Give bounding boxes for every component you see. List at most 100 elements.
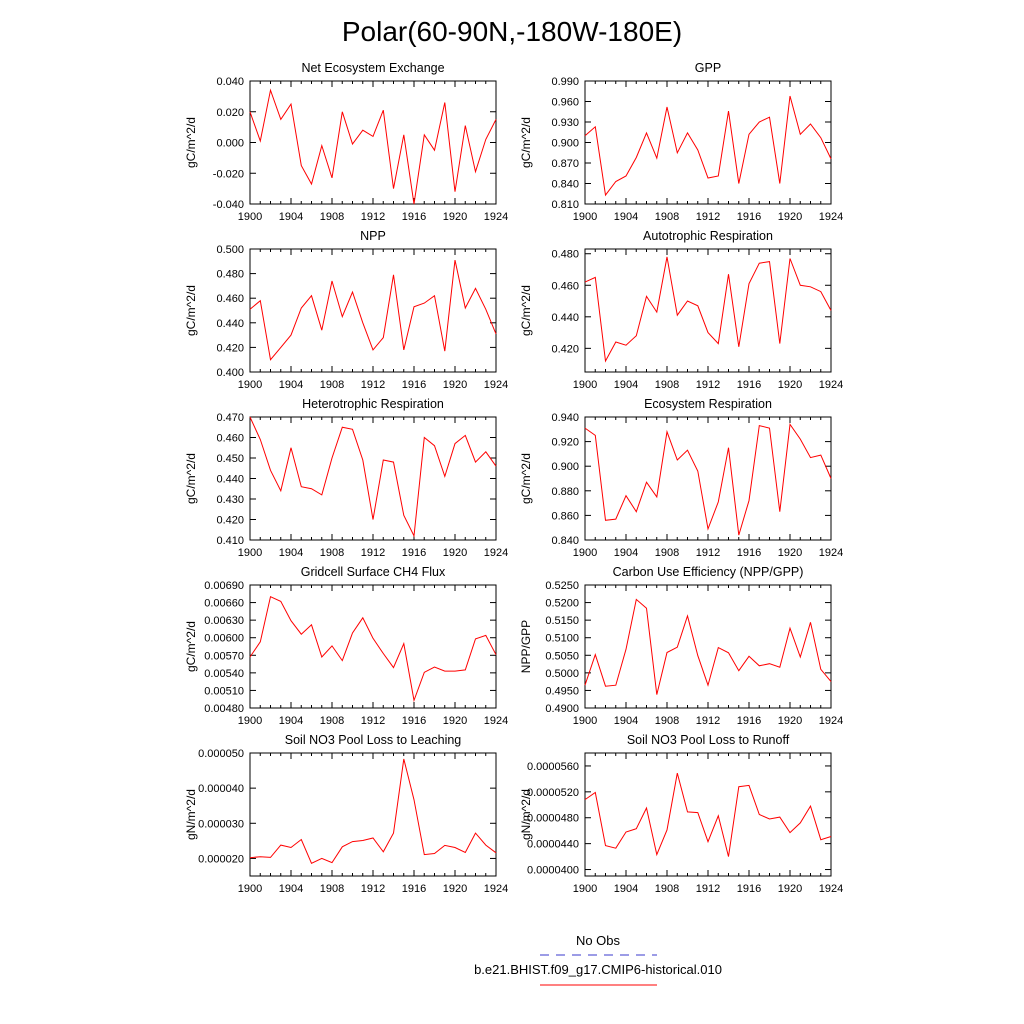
x-tick-label: 1916 bbox=[402, 883, 426, 895]
y-tick-label: 0.450 bbox=[216, 453, 244, 465]
y-tick-label: 0.460 bbox=[216, 293, 244, 305]
figure-title: Polar(60-90N,-180W-180E) bbox=[342, 16, 682, 47]
x-tick-label: 1924 bbox=[819, 883, 843, 895]
panel-6: Ecosystem Respiration gC/m^2/d 1900 1904 190… bbox=[519, 397, 843, 559]
x-tick-label: 1920 bbox=[778, 547, 802, 559]
x-tick-label: 1900 bbox=[573, 211, 597, 223]
y-tick-label: 0.500 bbox=[216, 244, 244, 256]
x-tick-label: 1900 bbox=[238, 715, 262, 727]
y-tick-label: 0.0000560 bbox=[527, 761, 579, 773]
y-tick-label: 0.00570 bbox=[204, 650, 244, 662]
legend-obs-label: No Obs bbox=[576, 933, 621, 948]
x-tick-label: 1908 bbox=[320, 883, 344, 895]
x-tick-label: 1912 bbox=[696, 211, 720, 223]
y-axis-label: NPP/GPP bbox=[519, 620, 533, 673]
y-tick-label: 0.020 bbox=[216, 107, 244, 119]
y-tick-label: -0.040 bbox=[213, 199, 244, 211]
y-axis-label: gC/m^2/d bbox=[519, 453, 533, 504]
y-axis-label: gC/m^2/d bbox=[519, 117, 533, 168]
legend-model-label: b.e21.BHIST.f09_g17.CMIP6-historical.010 bbox=[474, 962, 722, 977]
y-tick-label: 0.000050 bbox=[198, 748, 244, 760]
x-tick-label: 1916 bbox=[737, 883, 761, 895]
x-tick-label: 1904 bbox=[614, 883, 638, 895]
x-tick-label: 1908 bbox=[655, 211, 679, 223]
y-tick-label: 0.900 bbox=[551, 138, 579, 150]
y-tick-label: 0.460 bbox=[551, 280, 579, 292]
plot-frame bbox=[249, 752, 497, 877]
y-axis-label: gC/m^2/d bbox=[184, 117, 198, 168]
y-axis-label: gC/m^2/d bbox=[184, 285, 198, 336]
y-tick-label: 0.860 bbox=[551, 510, 579, 522]
x-tick-label: 1912 bbox=[361, 715, 385, 727]
series-line bbox=[249, 595, 497, 703]
y-tick-label: 0.5250 bbox=[545, 580, 579, 592]
y-axis-label: gC/m^2/d bbox=[184, 621, 198, 672]
series-line bbox=[249, 758, 497, 864]
panel-5: Heterotrophic Respiration gC/m^2/d 1900 190… bbox=[184, 397, 508, 559]
y-tick-label: 0.000020 bbox=[198, 853, 244, 865]
y-tick-label: 0.400 bbox=[216, 367, 244, 379]
series-line bbox=[584, 598, 832, 695]
y-tick-label: 0.920 bbox=[551, 437, 579, 449]
x-tick-label: 1912 bbox=[696, 883, 720, 895]
plot-frame bbox=[584, 752, 832, 877]
y-tick-label: 0.5100 bbox=[545, 633, 579, 645]
panel-1: Net Ecosystem Exchange gC/m^2/d 1900 1904 19… bbox=[184, 61, 508, 223]
y-tick-label: 0.990 bbox=[551, 76, 579, 88]
panel-7: Gridcell Surface CH4 Flux gC/m^2/d 1900 190… bbox=[184, 565, 508, 727]
y-tick-label: 0.960 bbox=[551, 97, 579, 109]
x-tick-label: 1908 bbox=[655, 883, 679, 895]
y-axis-label: gN/m^2/d bbox=[184, 789, 198, 840]
panel-10: Soil NO3 Pool Loss to Runoff gN/m^2/d 1900… bbox=[519, 733, 843, 895]
x-tick-label: 1900 bbox=[238, 883, 262, 895]
panel-title: Autotrophic Respiration bbox=[643, 229, 773, 243]
y-tick-label: -0.020 bbox=[213, 168, 244, 180]
y-tick-label: 0.460 bbox=[216, 433, 244, 445]
x-tick-label: 1916 bbox=[402, 211, 426, 223]
plot-frame bbox=[249, 80, 497, 205]
x-tick-label: 1904 bbox=[279, 715, 303, 727]
x-tick-label: 1920 bbox=[778, 379, 802, 391]
x-tick-label: 1924 bbox=[484, 379, 508, 391]
x-tick-label: 1912 bbox=[696, 379, 720, 391]
x-tick-label: 1920 bbox=[443, 379, 467, 391]
plot-frame bbox=[249, 248, 497, 373]
x-tick-label: 1920 bbox=[443, 547, 467, 559]
x-tick-label: 1900 bbox=[573, 547, 597, 559]
x-tick-label: 1904 bbox=[279, 547, 303, 559]
x-tick-label: 1912 bbox=[696, 547, 720, 559]
x-tick-label: 1908 bbox=[655, 547, 679, 559]
series-line bbox=[249, 416, 497, 538]
y-tick-label: 0.0000480 bbox=[527, 813, 579, 825]
x-tick-label: 1912 bbox=[361, 883, 385, 895]
y-tick-label: 0.930 bbox=[551, 117, 579, 129]
plot-frame bbox=[249, 584, 497, 709]
x-tick-label: 1904 bbox=[279, 211, 303, 223]
y-tick-label: 0.5050 bbox=[545, 650, 579, 662]
y-tick-label: 0.480 bbox=[551, 249, 579, 261]
series-line bbox=[584, 772, 832, 857]
y-tick-label: 0.420 bbox=[216, 342, 244, 354]
x-tick-label: 1904 bbox=[279, 379, 303, 391]
plot-frame bbox=[584, 248, 832, 373]
y-tick-label: 0.00660 bbox=[204, 598, 244, 610]
plot-frame bbox=[249, 416, 497, 541]
x-tick-label: 1920 bbox=[443, 715, 467, 727]
x-tick-label: 1924 bbox=[484, 715, 508, 727]
y-tick-label: 0.420 bbox=[551, 343, 579, 355]
x-tick-label: 1900 bbox=[238, 379, 262, 391]
y-tick-label: 0.410 bbox=[216, 535, 244, 547]
x-tick-label: 1904 bbox=[614, 715, 638, 727]
plot-frame bbox=[584, 80, 832, 205]
y-tick-label: 0.000030 bbox=[198, 818, 244, 830]
series-line bbox=[584, 95, 832, 197]
x-tick-label: 1904 bbox=[614, 211, 638, 223]
x-tick-label: 1908 bbox=[320, 715, 344, 727]
y-tick-label: 0.00630 bbox=[204, 615, 244, 627]
panel-3: NPP gC/m^2/d 1900 1904 1908 1912 1916 1920 1924 0… bbox=[184, 229, 508, 391]
y-tick-label: 0.480 bbox=[216, 269, 244, 281]
x-tick-label: 1916 bbox=[402, 547, 426, 559]
y-tick-label: 0.440 bbox=[551, 312, 579, 324]
y-tick-label: 0.00600 bbox=[204, 633, 244, 645]
